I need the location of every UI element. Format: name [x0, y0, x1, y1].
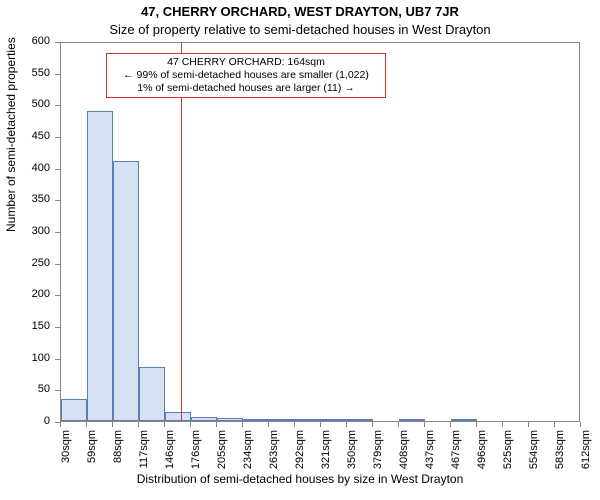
- histogram-bar: [269, 419, 295, 421]
- y-tick-mark: [55, 105, 60, 106]
- x-tick-label: 612sqm: [580, 430, 592, 470]
- y-tick-label: 300: [0, 225, 50, 237]
- y-tick-label: 350: [0, 193, 50, 205]
- x-tick-mark: [86, 422, 87, 427]
- histogram-bar: [61, 399, 87, 421]
- x-tick-label: 205sqm: [216, 430, 228, 470]
- x-tick-label: 146sqm: [164, 430, 176, 470]
- x-tick-label: 496sqm: [476, 430, 488, 470]
- histogram-bar: [243, 419, 269, 421]
- title-line-1: 47, CHERRY ORCHARD, WEST DRAYTON, UB7 7J…: [0, 4, 600, 19]
- x-tick-mark: [424, 422, 425, 427]
- y-tick-mark: [55, 295, 60, 296]
- histogram-bar: [165, 412, 192, 422]
- x-tick-mark: [138, 422, 139, 427]
- x-tick-mark: [580, 422, 581, 427]
- property-size-marker: [181, 43, 182, 421]
- x-tick-mark: [476, 422, 477, 427]
- y-tick-label: 150: [0, 320, 50, 332]
- x-tick-label: 59sqm: [86, 430, 98, 470]
- y-tick-label: 50: [0, 383, 50, 395]
- callout-box: 47 CHERRY ORCHARD: 164sqm← 99% of semi-d…: [106, 53, 386, 98]
- histogram-bar: [347, 419, 373, 421]
- chart-container: 47, CHERRY ORCHARD, WEST DRAYTON, UB7 7J…: [0, 0, 600, 500]
- callout-line-3: 1% of semi-detached houses are larger (1…: [111, 82, 381, 95]
- histogram-bar: [399, 419, 425, 421]
- plot-area: 47 CHERRY ORCHARD: 164sqm← 99% of semi-d…: [60, 42, 580, 422]
- x-tick-mark: [190, 422, 191, 427]
- y-tick-label: 200: [0, 288, 50, 300]
- x-tick-label: 408sqm: [398, 430, 410, 470]
- y-tick-label: 400: [0, 162, 50, 174]
- y-tick-mark: [55, 169, 60, 170]
- x-tick-mark: [320, 422, 321, 427]
- x-axis-title: Distribution of semi-detached houses by …: [0, 472, 600, 486]
- y-tick-label: 450: [0, 130, 50, 142]
- x-tick-label: 554sqm: [528, 430, 540, 470]
- y-tick-mark: [55, 42, 60, 43]
- y-tick-mark: [55, 200, 60, 201]
- callout-line-2: ← 99% of semi-detached houses are smalle…: [111, 69, 381, 82]
- x-tick-mark: [216, 422, 217, 427]
- x-tick-label: 234sqm: [242, 430, 254, 470]
- x-tick-label: 525sqm: [502, 430, 514, 470]
- y-tick-mark: [55, 232, 60, 233]
- x-tick-label: 117sqm: [138, 430, 150, 470]
- y-tick-mark: [55, 137, 60, 138]
- y-tick-label: 100: [0, 352, 50, 364]
- x-tick-mark: [242, 422, 243, 427]
- histogram-bar: [87, 111, 113, 421]
- x-tick-mark: [398, 422, 399, 427]
- y-tick-mark: [55, 264, 60, 265]
- histogram-bar: [139, 367, 165, 421]
- x-tick-mark: [372, 422, 373, 427]
- histogram-bar: [321, 419, 347, 421]
- x-tick-mark: [112, 422, 113, 427]
- y-tick-label: 0: [0, 415, 50, 427]
- x-tick-mark: [164, 422, 165, 427]
- x-tick-mark: [554, 422, 555, 427]
- x-tick-label: 437sqm: [424, 430, 436, 470]
- x-tick-label: 88sqm: [112, 430, 124, 470]
- x-tick-label: 292sqm: [294, 430, 306, 470]
- x-tick-mark: [294, 422, 295, 427]
- x-tick-label: 583sqm: [554, 430, 566, 470]
- y-tick-mark: [55, 327, 60, 328]
- histogram-bar: [451, 419, 477, 421]
- x-tick-mark: [60, 422, 61, 427]
- y-tick-mark: [55, 359, 60, 360]
- y-tick-mark: [55, 74, 60, 75]
- title-line-2: Size of property relative to semi-detach…: [0, 22, 600, 37]
- x-tick-mark: [528, 422, 529, 427]
- x-tick-mark: [502, 422, 503, 427]
- y-tick-label: 500: [0, 98, 50, 110]
- x-tick-mark: [268, 422, 269, 427]
- y-tick-label: 600: [0, 35, 50, 47]
- x-tick-label: 263sqm: [268, 430, 280, 470]
- x-tick-label: 321sqm: [320, 430, 332, 470]
- x-tick-mark: [346, 422, 347, 427]
- histogram-bar: [191, 417, 217, 421]
- x-tick-mark: [450, 422, 451, 427]
- x-tick-label: 30sqm: [60, 430, 72, 470]
- x-tick-label: 467sqm: [450, 430, 462, 470]
- x-tick-label: 379sqm: [372, 430, 384, 470]
- x-tick-label: 176sqm: [190, 430, 202, 470]
- x-tick-label: 350sqm: [346, 430, 358, 470]
- y-tick-label: 250: [0, 257, 50, 269]
- y-tick-mark: [55, 390, 60, 391]
- histogram-bar: [217, 418, 243, 421]
- callout-line-1: 47 CHERRY ORCHARD: 164sqm: [111, 56, 381, 69]
- histogram-bar: [113, 161, 139, 421]
- histogram-bar: [295, 419, 321, 421]
- y-tick-label: 550: [0, 67, 50, 79]
